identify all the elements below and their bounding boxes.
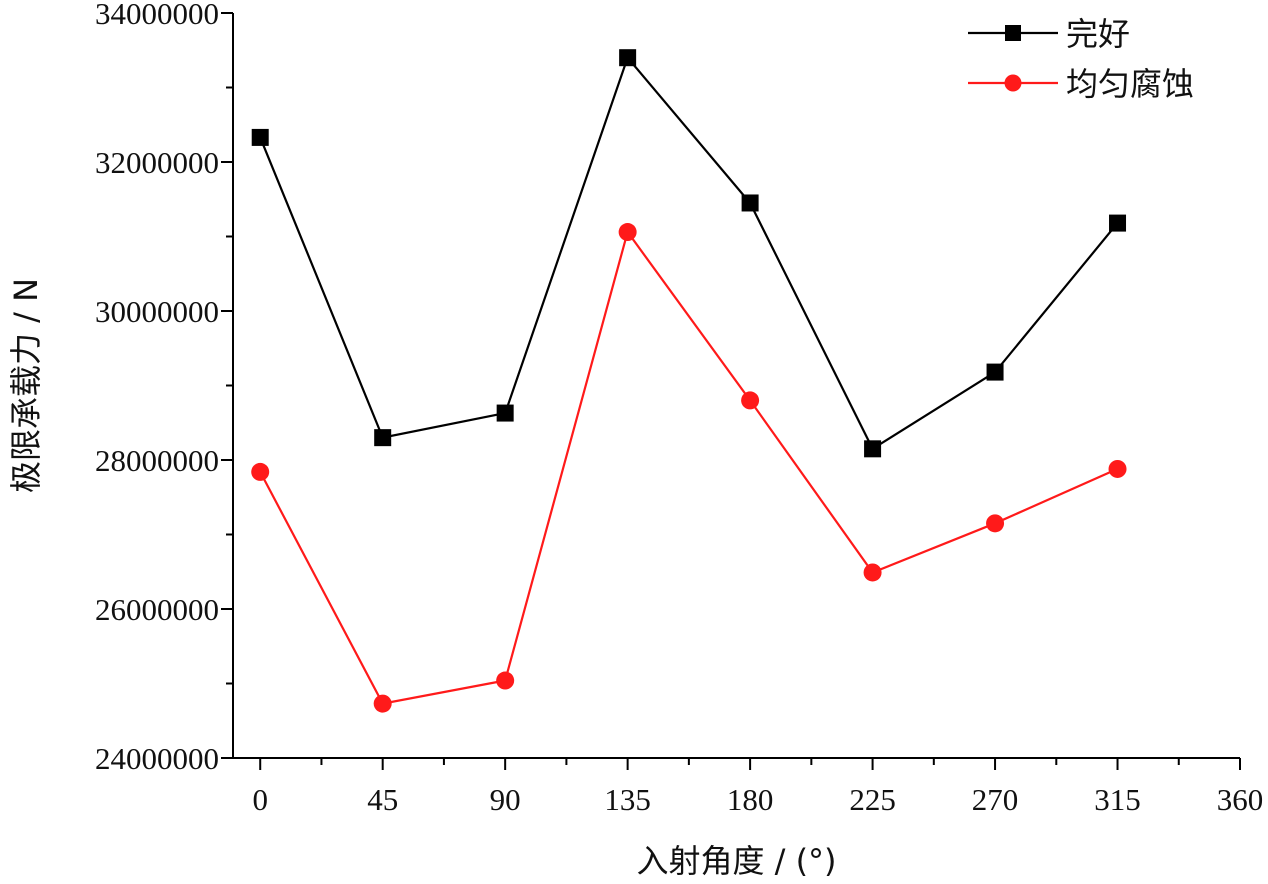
x-tick-label: 270: [972, 782, 1019, 817]
legend-label: 完好: [1066, 15, 1130, 53]
legend-item-2: 均匀腐蚀: [968, 65, 1194, 103]
data-point-circle: [986, 514, 1005, 533]
data-point-square: [496, 404, 514, 422]
y-tick-label: 26000000: [95, 592, 219, 627]
series-layer: [251, 49, 1127, 713]
y-axis-ticks: 24000000 26000000 28000000 30000000 32000000…: [95, 0, 233, 776]
data-point-square: [619, 49, 637, 67]
series-line-1: [259, 55, 1119, 451]
x-tick-label: 45: [367, 782, 398, 817]
legend-marker-square: [1005, 25, 1021, 41]
legend-item-1: 完好: [968, 15, 1130, 53]
series-line-2: [259, 229, 1118, 705]
y-axis-title: 极限承载力 / N: [7, 278, 45, 493]
y-tick-label: 32000000: [95, 145, 219, 180]
y-tick-label: 30000000: [95, 294, 219, 329]
y-tick-label: 24000000: [95, 741, 219, 776]
data-point-circle: [618, 223, 637, 242]
x-tick-label: 180: [727, 782, 774, 817]
legend-marker-circle: [1004, 74, 1022, 92]
x-tick-label: 315: [1094, 782, 1141, 817]
data-point-square: [864, 440, 882, 458]
data-point-circle: [863, 563, 882, 582]
data-point-circle: [251, 462, 270, 481]
x-tick-label: 90: [490, 782, 521, 817]
x-tick-label: 360: [1217, 782, 1264, 817]
x-tick-label: 0: [252, 782, 268, 817]
data-point-square: [251, 128, 269, 146]
x-tick-label: 135: [604, 782, 651, 817]
y-tick-label: 28000000: [95, 443, 219, 478]
data-point-circle: [1108, 459, 1127, 478]
data-point-circle: [373, 694, 392, 713]
data-point-square: [1109, 214, 1127, 232]
y-tick-label: 34000000: [95, 0, 219, 31]
data-point-square: [374, 429, 392, 447]
x-axis-title: 入射角度 / (°): [636, 842, 836, 880]
data-point-square: [986, 363, 1004, 381]
data-point-square: [741, 194, 759, 212]
data-point-circle: [741, 391, 760, 410]
data-point-circle: [496, 671, 515, 690]
x-tick-label: 225: [849, 782, 896, 817]
x-axis-ticks: 0 45 90 135 180 225 270 315 360: [252, 758, 1263, 817]
axes: [232, 13, 1240, 759]
legend-label: 均匀腐蚀: [1066, 65, 1194, 103]
